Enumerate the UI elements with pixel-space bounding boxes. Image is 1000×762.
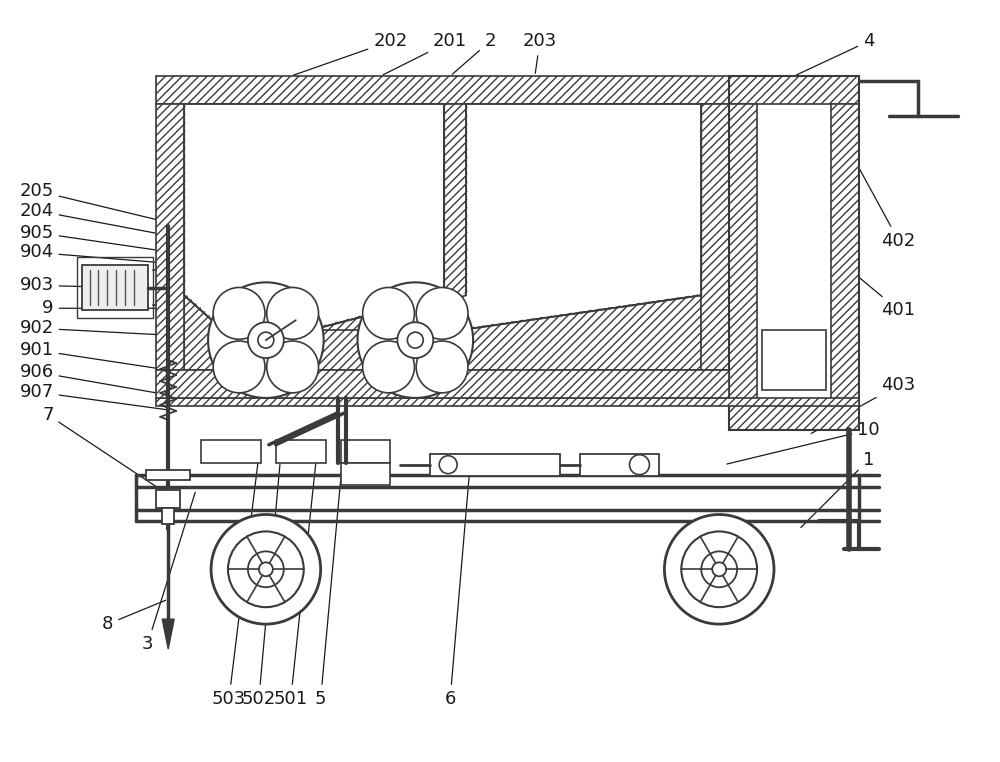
Polygon shape <box>156 490 180 507</box>
Text: 907: 907 <box>19 383 165 409</box>
Polygon shape <box>365 296 466 370</box>
Polygon shape <box>311 330 365 370</box>
Circle shape <box>267 287 319 339</box>
Polygon shape <box>430 453 560 475</box>
Text: 402: 402 <box>840 133 916 249</box>
Circle shape <box>416 287 468 339</box>
Text: 2: 2 <box>452 32 496 74</box>
Polygon shape <box>156 76 729 104</box>
Polygon shape <box>460 296 701 370</box>
Circle shape <box>407 332 423 348</box>
Text: 202: 202 <box>293 32 408 75</box>
Circle shape <box>228 531 304 607</box>
Polygon shape <box>156 370 729 398</box>
Circle shape <box>248 322 284 358</box>
Text: 904: 904 <box>19 244 155 262</box>
Circle shape <box>259 562 273 576</box>
Polygon shape <box>82 265 148 310</box>
Text: 403: 403 <box>811 376 916 434</box>
Polygon shape <box>729 76 859 104</box>
Text: 205: 205 <box>19 181 178 225</box>
Circle shape <box>358 283 473 398</box>
Circle shape <box>630 455 649 475</box>
Polygon shape <box>367 105 699 328</box>
Polygon shape <box>341 463 390 485</box>
Polygon shape <box>184 296 223 370</box>
Text: 201: 201 <box>383 32 467 75</box>
Text: 1: 1 <box>801 450 874 527</box>
Text: 906: 906 <box>20 363 165 395</box>
Polygon shape <box>701 104 729 370</box>
Polygon shape <box>444 104 466 370</box>
Text: 203: 203 <box>523 32 557 73</box>
Circle shape <box>208 283 324 398</box>
Polygon shape <box>201 440 261 463</box>
Text: 905: 905 <box>19 223 157 250</box>
Circle shape <box>664 514 774 624</box>
Circle shape <box>213 341 265 393</box>
Text: 901: 901 <box>20 341 165 370</box>
Text: 502: 502 <box>242 457 281 708</box>
Text: 10: 10 <box>727 421 880 464</box>
Polygon shape <box>184 104 444 330</box>
Circle shape <box>439 456 457 474</box>
Circle shape <box>681 531 757 607</box>
Polygon shape <box>162 620 174 649</box>
Polygon shape <box>146 469 190 479</box>
Text: 6: 6 <box>444 467 470 708</box>
Circle shape <box>248 552 284 588</box>
Text: 902: 902 <box>19 319 165 338</box>
Circle shape <box>712 562 726 576</box>
Polygon shape <box>729 104 757 430</box>
Circle shape <box>213 287 265 339</box>
Polygon shape <box>341 440 390 463</box>
Text: 401: 401 <box>841 262 916 319</box>
Circle shape <box>363 341 414 393</box>
Text: 5: 5 <box>315 472 341 708</box>
Text: 903: 903 <box>19 277 112 294</box>
Polygon shape <box>156 398 859 406</box>
Circle shape <box>701 552 737 588</box>
Text: 501: 501 <box>274 457 316 708</box>
Polygon shape <box>729 402 859 430</box>
Text: 8: 8 <box>102 600 166 633</box>
Text: 3: 3 <box>142 492 195 653</box>
Text: 7: 7 <box>42 406 166 493</box>
Text: 503: 503 <box>212 457 259 708</box>
Polygon shape <box>831 104 859 430</box>
Polygon shape <box>311 296 444 370</box>
Circle shape <box>211 514 321 624</box>
Circle shape <box>416 341 468 393</box>
Polygon shape <box>580 453 659 475</box>
Polygon shape <box>365 104 701 330</box>
Polygon shape <box>156 104 184 370</box>
Polygon shape <box>276 440 326 463</box>
Circle shape <box>363 287 414 339</box>
Polygon shape <box>186 105 442 328</box>
Circle shape <box>258 332 274 348</box>
Polygon shape <box>762 330 826 390</box>
Text: 204: 204 <box>19 202 181 238</box>
Circle shape <box>397 322 433 358</box>
Circle shape <box>267 341 319 393</box>
Polygon shape <box>162 507 174 524</box>
Text: 4: 4 <box>796 32 874 75</box>
Text: 9: 9 <box>42 299 165 317</box>
